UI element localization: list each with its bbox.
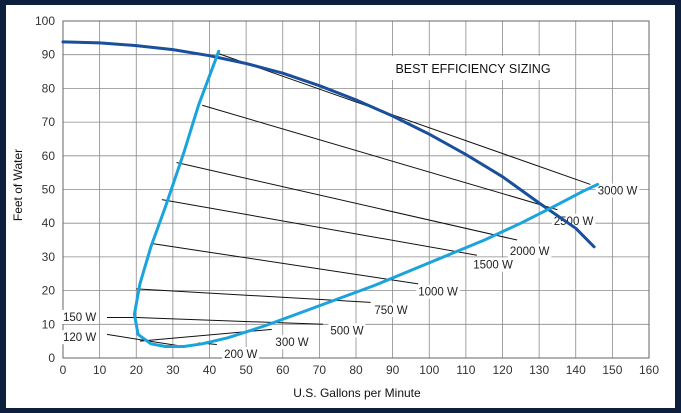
watt-label-bg [61, 330, 98, 345]
x-tick-label: 160 [639, 363, 659, 377]
y-tick-label: 10 [42, 317, 56, 331]
chart-title-box [383, 56, 563, 80]
y-tick-label: 0 [48, 351, 55, 365]
watt-label-bg [471, 257, 515, 272]
watt-label: 3000 W [598, 186, 638, 198]
x-tick-label: 150 [602, 363, 622, 377]
watt-label-bg [551, 213, 596, 228]
watt-line [136, 317, 324, 325]
watt-label-bg [328, 323, 366, 338]
watt-line [216, 52, 591, 185]
y-axis-title: Feet of Water [11, 149, 25, 221]
watt-label: 750 W [374, 305, 407, 317]
y-tick-label: 30 [42, 250, 56, 264]
watt-label: 2000 W [510, 246, 550, 258]
watt-label-bg [507, 244, 552, 259]
y-tick-label: 20 [42, 284, 56, 298]
x-tick-label: 60 [276, 363, 290, 377]
x-tick-label: 130 [529, 363, 549, 377]
y-tick-label: 90 [42, 48, 56, 62]
watt-label-bg [61, 309, 98, 324]
y-tick-label: 60 [42, 149, 56, 163]
watt-label: 1000 W [418, 287, 458, 299]
efficiency-curve-line [132, 49, 600, 348]
x-tick-label: 30 [166, 363, 180, 377]
x-tick-label: 10 [93, 363, 107, 377]
y-tick-label: 40 [42, 216, 56, 230]
y-tick-label: 80 [42, 81, 56, 95]
watt-label: 300 W [275, 337, 308, 349]
y-tick-label: 70 [42, 115, 56, 129]
watt-label: 150 W [63, 312, 96, 324]
x-tick-label: 110 [456, 363, 475, 377]
watt-label: 200 W [224, 349, 257, 361]
efficiency-chart: 0 10 20 30 40 50 60 70 80 90 100 110 120 130 140 150 160… [11, 14, 659, 400]
watt-line [202, 104, 558, 211]
x-tick-label: 50 [239, 363, 253, 377]
x-tick-label: 100 [419, 363, 439, 377]
pump-curve-line [61, 40, 596, 249]
y-tick-label: 50 [42, 183, 56, 197]
watt-label: 120 W [63, 332, 96, 344]
x-axis-title: U.S. Gallons per Minute [293, 386, 421, 400]
watt-label-bg [372, 303, 410, 318]
watt-label-bg [416, 284, 460, 299]
y-tick-label: 100 [35, 14, 55, 28]
watt-label-bg [595, 183, 640, 198]
x-tick-label: 140 [566, 363, 586, 377]
watt-label: 500 W [330, 325, 363, 337]
watt-line [161, 199, 477, 256]
x-tick-label: 90 [386, 363, 400, 377]
x-tick-label: 0 [60, 363, 67, 377]
watt-line [150, 242, 419, 285]
x-tick-label: 120 [492, 363, 512, 377]
x-tick-label: 40 [203, 363, 217, 377]
x-tick-label: 80 [349, 363, 363, 377]
x-tick-label: 70 [313, 363, 327, 377]
watt-label: 1500 W [473, 260, 513, 272]
watt-line [176, 162, 518, 241]
x-tick-label: 20 [130, 363, 144, 377]
chart-title: BEST EFFICIENCY SIZING [395, 62, 550, 76]
watt-label-bg [222, 347, 260, 361]
watt-label-bg [273, 335, 311, 350]
plot-border [62, 20, 650, 359]
chart-frame: 0 10 20 30 40 50 60 70 80 90 100 110 120 130 140 150 160… [6, 5, 675, 408]
